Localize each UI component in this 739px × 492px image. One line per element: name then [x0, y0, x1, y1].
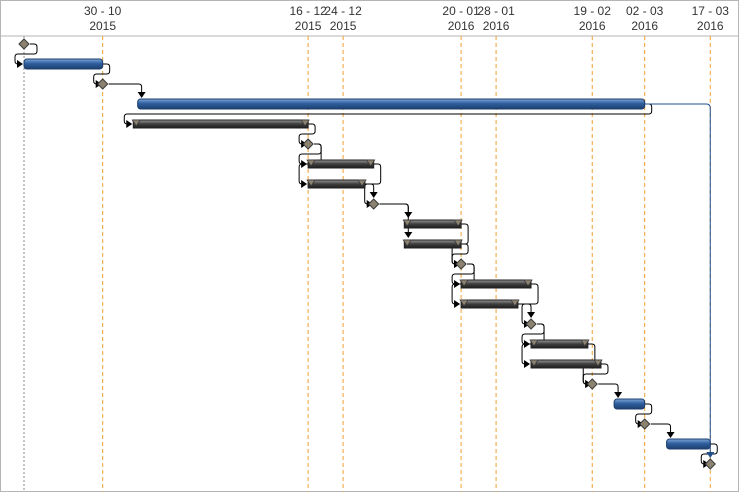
milestone-diamond[interactable] [18, 38, 30, 50]
task-bars [18, 38, 716, 470]
task-end-marker [365, 159, 376, 167]
dependency-link [598, 383, 619, 396]
tick-label-year: 2015 [89, 19, 116, 33]
task-end-marker [510, 299, 520, 307]
task-end-marker [300, 119, 310, 127]
dependency-link [123, 103, 653, 125]
milestone-diamond[interactable] [704, 458, 716, 470]
dependency-link [644, 103, 711, 456]
summary-bar[interactable] [613, 398, 646, 410]
link-arrowhead [17, 60, 23, 68]
task-end-marker [453, 219, 463, 227]
tick-label-day-month: 30 - 10 [84, 4, 122, 18]
summary-bar[interactable] [137, 98, 646, 110]
link-arrowhead [454, 300, 461, 308]
milestone-diamond[interactable] [96, 78, 109, 90]
milestone-diamond[interactable] [455, 258, 467, 270]
summary-bar[interactable] [666, 438, 711, 450]
summary-bar[interactable] [23, 58, 104, 70]
task-bar[interactable] [307, 179, 366, 189]
task-bar[interactable] [530, 339, 589, 349]
tick-label-year: 2016 [579, 19, 606, 33]
task-start-marker [131, 119, 142, 127]
tick-label-day-month: 19 - 02 [574, 4, 612, 18]
task-bar[interactable] [460, 299, 519, 309]
task-bar[interactable] [403, 219, 462, 229]
link-arrowhead [137, 92, 146, 98]
milestone-diamond[interactable] [586, 378, 598, 390]
task-start-marker [459, 299, 469, 307]
task-end-marker [357, 179, 367, 187]
tick-label-day-month: 20 - 01 [442, 4, 480, 18]
dependency-link [635, 403, 653, 425]
tick-label-year: 2016 [483, 19, 510, 33]
milestone-diamond[interactable] [525, 318, 537, 330]
dependency-link [93, 63, 111, 85]
dependency-links [14, 43, 718, 468]
task-bar[interactable] [307, 159, 375, 169]
dependency-link [582, 363, 609, 385]
milestone-diamond[interactable] [638, 418, 651, 430]
task-start-marker [306, 179, 316, 187]
dependency-link [451, 243, 469, 265]
tick-label-day-month: 28 - 01 [477, 4, 515, 18]
link-arrowhead [706, 452, 715, 458]
link-arrowhead [301, 180, 308, 188]
task-start-marker [306, 159, 316, 167]
task-end-marker [593, 359, 603, 367]
tick-label-year: 2016 [448, 19, 475, 33]
link-arrowhead [527, 312, 536, 318]
task-bar[interactable] [530, 359, 602, 369]
link-arrowhead [614, 392, 623, 398]
dependency-link [364, 183, 375, 196]
link-arrowhead [404, 232, 413, 238]
tick-label-day-month: 16 - 12 [289, 4, 327, 18]
dependency-link [517, 303, 532, 316]
dependency-link [379, 203, 409, 216]
tick-label-day-month: 17 - 03 [692, 4, 730, 18]
dependency-link [298, 123, 316, 145]
dependency-link [108, 83, 143, 96]
task-bar[interactable] [132, 119, 309, 129]
link-arrowhead [666, 432, 675, 438]
task-end-marker [580, 339, 590, 347]
milestone-diamond[interactable] [302, 138, 314, 150]
tick-label-day-month: 24 - 12 [324, 4, 362, 18]
tick-label-year: 2016 [631, 19, 658, 33]
task-end-marker [453, 239, 463, 247]
tick-label-year: 2016 [697, 19, 724, 33]
dependency-link [379, 203, 409, 236]
dependency-link [14, 43, 38, 65]
tick-label-year: 2015 [330, 19, 357, 33]
task-start-marker [402, 219, 413, 227]
tick-label-day-month: 02 - 03 [626, 4, 664, 18]
task-start-marker [529, 339, 539, 347]
task-bar[interactable] [460, 279, 532, 289]
task-bar[interactable] [403, 239, 462, 249]
task-start-marker [529, 359, 539, 367]
link-arrowhead [369, 192, 378, 198]
task-start-marker [402, 239, 413, 247]
link-arrowhead [524, 360, 531, 368]
link-arrowhead [126, 120, 133, 128]
task-start-marker [459, 279, 469, 287]
task-end-marker [523, 279, 533, 287]
tick-label-year: 2015 [295, 19, 322, 33]
dependency-link [650, 423, 672, 436]
milestone-diamond[interactable] [367, 198, 380, 210]
